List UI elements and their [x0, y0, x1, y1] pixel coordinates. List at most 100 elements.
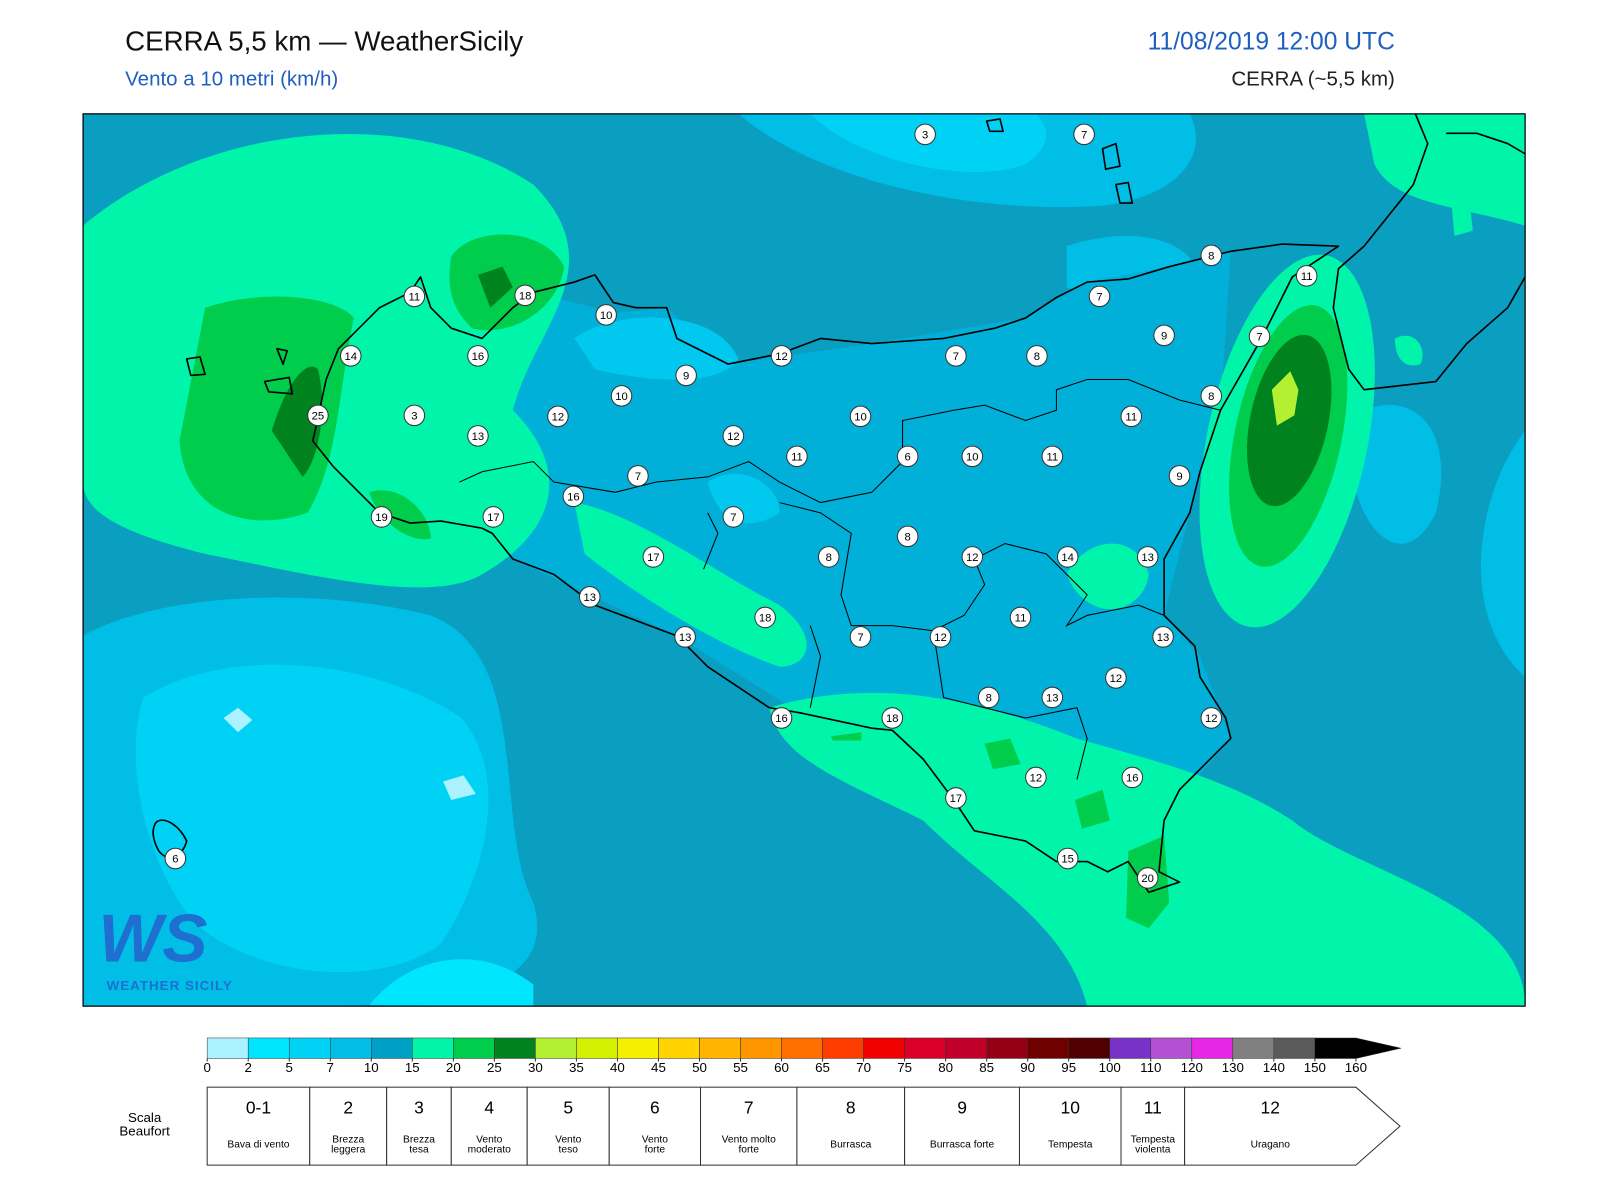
station-value: 13 — [1046, 692, 1059, 704]
colorbar-tick-label: 70 — [856, 1060, 871, 1075]
province-borders — [459, 378, 1221, 780]
station-value: 10 — [854, 411, 867, 423]
beaufort-force: 11 — [1144, 1097, 1162, 1117]
station-value: 20 — [1141, 873, 1154, 885]
colorbar-tick-label: 50 — [692, 1060, 707, 1075]
colorbar-segment — [904, 1037, 946, 1059]
station-value: 16 — [1126, 772, 1139, 784]
station-value: 9 — [683, 370, 689, 382]
station-marker — [722, 506, 745, 528]
station-marker — [1152, 626, 1174, 648]
station-marker — [770, 345, 793, 367]
colorbar-tick-label: 5 — [286, 1060, 293, 1075]
coastline-calabria-north — [1446, 132, 1526, 155]
station-value: 12 — [727, 431, 740, 443]
station-value: 17 — [487, 512, 500, 524]
station-labels: 3 7 8 11 7 9 7 11 18 10 14 16 12 7 8 9 10 25 3 12 10 11 8 13 12 1… — [164, 123, 1318, 889]
station-marker — [1120, 405, 1143, 428]
colorbar-tick-label: 40 — [610, 1060, 625, 1075]
colorbar-segment — [494, 1037, 536, 1059]
station-marker — [578, 586, 601, 608]
station-marker — [547, 405, 569, 428]
beaufort-force: 3 — [414, 1097, 424, 1117]
colorbar-tick-label: 35 — [569, 1060, 584, 1075]
station-marker — [1026, 345, 1048, 367]
subtitle: Vento a 10 metri (km/h) — [125, 67, 338, 90]
colorbar-segment — [576, 1037, 618, 1059]
field-20-25 — [830, 732, 1170, 929]
station-value: 12 — [966, 552, 979, 564]
station-value: 16 — [567, 491, 580, 503]
station-marker — [1200, 385, 1223, 407]
station-marker — [722, 425, 745, 447]
beaufort-label: Burrasca forte — [930, 1139, 995, 1150]
colorbar-tick-label: 140 — [1263, 1060, 1285, 1075]
station-value: 8 — [1208, 250, 1214, 262]
station-marker — [467, 425, 489, 447]
station-value: 12 — [775, 351, 788, 363]
beaufort-label: Vento forte — [642, 1134, 669, 1155]
colorbar-segment — [658, 1037, 700, 1059]
station-marker — [1041, 445, 1064, 468]
station-value: 17 — [647, 552, 660, 564]
station-marker — [1136, 546, 1159, 568]
colorbar-tick-label: 60 — [774, 1060, 789, 1075]
colorbar-tick-label: 85 — [979, 1060, 994, 1075]
station-value: 10 — [966, 451, 979, 463]
station-marker — [370, 506, 393, 528]
colorbar-tick-label: 15 — [405, 1060, 420, 1075]
colorbar: 0 2 5 7 10 15 20 25 30 35 40 45 50 55 60 65 70 75 80 85 90 95… — [203, 1037, 1402, 1075]
station-marker — [1121, 766, 1144, 789]
station-marker — [675, 364, 697, 387]
colorbar-segment — [1232, 1037, 1275, 1059]
station-marker — [562, 485, 585, 508]
colorbar-segment — [1191, 1037, 1234, 1059]
station-value: 6 — [172, 853, 178, 865]
station-marker — [1200, 707, 1223, 729]
field-20-25 — [369, 490, 431, 540]
station-value: 13 — [679, 632, 692, 644]
field-5-7 — [135, 664, 489, 973]
beaufort-force: 6 — [650, 1097, 660, 1117]
station-marker — [896, 445, 919, 468]
station-marker — [164, 847, 187, 870]
station-value: 12 — [1205, 713, 1218, 725]
station-marker — [514, 284, 536, 307]
colorbar-segment — [986, 1037, 1028, 1059]
station-value: 10 — [600, 310, 613, 322]
station-value: 16 — [775, 713, 788, 725]
colorbar-tick-label: 95 — [1061, 1060, 1076, 1075]
beaufort-force: 0-1 — [246, 1097, 271, 1117]
station-value: 16 — [472, 351, 485, 363]
colorbar-segment — [740, 1037, 782, 1059]
colorbar-tick-label: 90 — [1020, 1060, 1035, 1075]
colorbar-tick-label: 130 — [1222, 1060, 1244, 1075]
station-marker — [642, 546, 665, 568]
model-label: CERRA (~5,5 km) — [1231, 67, 1394, 90]
station-value: 12 — [934, 632, 947, 644]
coastline-sicily — [312, 243, 1340, 894]
field-25-30 — [477, 266, 513, 308]
station-marker — [914, 123, 936, 146]
station-marker — [1136, 867, 1159, 889]
field-15-20 — [574, 502, 807, 667]
beaufort-label: Vento molto forte — [722, 1134, 776, 1155]
station-value: 7 — [1081, 129, 1087, 141]
station-value: 8 — [986, 692, 992, 704]
colorbar-segment — [412, 1037, 454, 1059]
field-15-20 — [1364, 113, 1526, 366]
station-marker — [1041, 686, 1064, 709]
beaufort-label: Vento teso — [555, 1134, 582, 1155]
colorbar-segment — [371, 1037, 413, 1059]
colorbar-segment — [1150, 1037, 1193, 1059]
station-marker — [1295, 265, 1318, 287]
station-marker — [849, 405, 872, 428]
station-marker — [403, 404, 426, 427]
station-value: 12 — [1110, 673, 1123, 685]
beaufort-box — [796, 1086, 906, 1166]
colorbar-tick-label: 75 — [897, 1060, 912, 1075]
colorbar-segment — [781, 1037, 823, 1059]
colorbar-tick-label: 100 — [1099, 1060, 1121, 1075]
